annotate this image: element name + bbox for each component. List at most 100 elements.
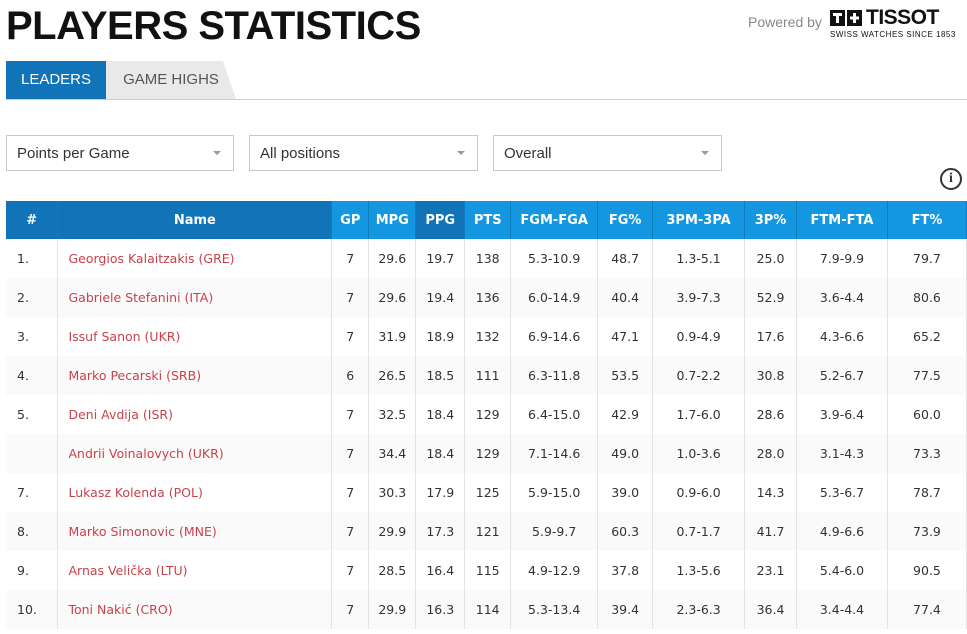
- col-header-fgm-fga[interactable]: FGM-FGA: [510, 201, 599, 239]
- fg-pct-cell: 53.5: [597, 356, 654, 395]
- stat-select-value: Points per Game: [17, 145, 130, 162]
- ftm-fta-cell: 7.9-9.9: [796, 239, 888, 278]
- 3pm-3pa-cell: 1.3-5.6: [652, 551, 746, 590]
- fg-pct-cell: 42.9: [597, 395, 654, 434]
- tissot-cross-icon: [830, 9, 866, 27]
- col-header-ftm-fta[interactable]: FTM-FTA: [796, 201, 888, 239]
- gp-cell: 7: [331, 434, 370, 473]
- mpg-cell: 32.5: [368, 395, 417, 434]
- table-row: 8. Marko Simonovic (MNE) 7 29.9 17.3 121 5.9-9…: [6, 512, 967, 551]
- player-name-link[interactable]: Georgios Kalaitzakis (GRE): [57, 239, 333, 278]
- pts-cell: 129: [464, 395, 512, 434]
- ftm-fta-cell: 5.3-6.7: [796, 473, 888, 512]
- pts-cell: 125: [464, 473, 512, 512]
- ppg-cell: 18.5: [415, 356, 466, 395]
- ftm-fta-cell: 5.2-6.7: [796, 356, 888, 395]
- player-name-link[interactable]: Deni Avdija (ISR): [57, 395, 333, 434]
- fgm-fga-cell: 6.0-14.9: [510, 278, 599, 317]
- 3p-pct-cell: 30.8: [744, 356, 798, 395]
- col-header-gp[interactable]: GP: [331, 201, 370, 239]
- mpg-cell: 34.4: [368, 434, 417, 473]
- ft-pct-cell: 80.6: [887, 278, 967, 317]
- mpg-cell: 30.3: [368, 473, 417, 512]
- powered-by-label: Powered by: [748, 14, 822, 30]
- col-header-pts[interactable]: PTS: [464, 201, 512, 239]
- player-name-link[interactable]: Toni Nakić (CRO): [57, 590, 333, 629]
- pts-cell: 111: [464, 356, 512, 395]
- fg-pct-cell: 37.8: [597, 551, 654, 590]
- fg-pct-cell: 39.4: [597, 590, 654, 629]
- ft-pct-cell: 60.0: [887, 395, 967, 434]
- player-name-link[interactable]: Arnas Velička (LTU): [57, 551, 333, 590]
- position-select[interactable]: All positions: [249, 135, 478, 171]
- col-header-mpg[interactable]: MPG: [368, 201, 417, 239]
- col-header-ppg[interactable]: PPG: [415, 201, 466, 239]
- rank-cell: 9.: [6, 551, 59, 590]
- 3p-pct-cell: 28.6: [744, 395, 798, 434]
- mpg-cell: 31.9: [368, 317, 417, 356]
- player-name-link[interactable]: Marko Simonovic (MNE): [57, 512, 333, 551]
- mpg-cell: 29.9: [368, 512, 417, 551]
- player-name-link[interactable]: Lukasz Kolenda (POL): [57, 473, 333, 512]
- pts-cell: 132: [464, 317, 512, 356]
- gp-cell: 7: [331, 512, 370, 551]
- ftm-fta-cell: 3.9-6.4: [796, 395, 888, 434]
- pts-cell: 121: [464, 512, 512, 551]
- sponsor-logo[interactable]: TISSOT SWISS WATCHES SINCE 1853: [830, 7, 962, 40]
- ppg-cell: 16.3: [415, 590, 466, 629]
- ppg-cell: 19.7: [415, 239, 466, 278]
- ftm-fta-cell: 3.4-4.4: [796, 590, 888, 629]
- col-header-fg-pct[interactable]: FG%: [597, 201, 654, 239]
- ftm-fta-cell: 3.1-4.3: [796, 434, 888, 473]
- 3pm-3pa-cell: 0.9-4.9: [652, 317, 746, 356]
- 3pm-3pa-cell: 0.7-1.7: [652, 512, 746, 551]
- fg-pct-cell: 39.0: [597, 473, 654, 512]
- mpg-cell: 29.6: [368, 278, 417, 317]
- scope-select[interactable]: Overall: [493, 135, 722, 171]
- fg-pct-cell: 40.4: [597, 278, 654, 317]
- rank-cell: [6, 434, 59, 473]
- ppg-cell: 17.3: [415, 512, 466, 551]
- ft-pct-cell: 77.4: [887, 590, 967, 629]
- col-header-ft-pct[interactable]: FT%: [887, 201, 967, 239]
- pts-cell: 114: [464, 590, 512, 629]
- fg-pct-cell: 47.1: [597, 317, 654, 356]
- ft-pct-cell: 73.3: [887, 434, 967, 473]
- fg-pct-cell: 49.0: [597, 434, 654, 473]
- stat-select[interactable]: Points per Game: [6, 135, 234, 171]
- tab-game-highs[interactable]: GAME HIGHS: [106, 61, 236, 99]
- fgm-fga-cell: 6.4-15.0: [510, 395, 599, 434]
- player-name-link[interactable]: Issuf Sanon (UKR): [57, 317, 333, 356]
- 3pm-3pa-cell: 1.0-3.6: [652, 434, 746, 473]
- player-name-link[interactable]: Marko Pecarski (SRB): [57, 356, 333, 395]
- fgm-fga-cell: 5.3-13.4: [510, 590, 599, 629]
- col-header-3pm-3pa[interactable]: 3PM-3PA: [652, 201, 746, 239]
- ftm-fta-cell: 4.9-6.6: [796, 512, 888, 551]
- rank-cell: 2.: [6, 278, 59, 317]
- col-header-name[interactable]: Name: [57, 201, 333, 239]
- rank-cell: 4.: [6, 356, 59, 395]
- table-row: 9. Arnas Velička (LTU) 7 28.5 16.4 115 4.9-12.…: [6, 551, 967, 590]
- 3pm-3pa-cell: 1.3-5.1: [652, 239, 746, 278]
- pts-cell: 115: [464, 551, 512, 590]
- table-row: 3. Issuf Sanon (UKR) 7 31.9 18.9 132 6.9-14.6 4…: [6, 317, 967, 356]
- info-icon[interactable]: i: [940, 168, 962, 190]
- tab-leaders[interactable]: LEADERS: [6, 61, 106, 99]
- col-header-3p-pct[interactable]: 3P%: [744, 201, 798, 239]
- brand-tagline: SWISS WATCHES SINCE 1853: [830, 30, 956, 39]
- 3pm-3pa-cell: 2.3-6.3: [652, 590, 746, 629]
- pts-cell: 138: [464, 239, 512, 278]
- col-header-rank[interactable]: #: [6, 201, 59, 239]
- fg-pct-cell: 48.7: [597, 239, 654, 278]
- ppg-cell: 18.4: [415, 395, 466, 434]
- gp-cell: 7: [331, 278, 370, 317]
- 3p-pct-cell: 28.0: [744, 434, 798, 473]
- player-name-link[interactable]: Andrii Voinalovych (UKR): [57, 434, 333, 473]
- player-name-link[interactable]: Gabriele Stefanini (ITA): [57, 278, 333, 317]
- ft-pct-cell: 79.7: [887, 239, 967, 278]
- gp-cell: 7: [331, 317, 370, 356]
- 3p-pct-cell: 36.4: [744, 590, 798, 629]
- 3p-pct-cell: 25.0: [744, 239, 798, 278]
- fgm-fga-cell: 5.3-10.9: [510, 239, 599, 278]
- ft-pct-cell: 77.5: [887, 356, 967, 395]
